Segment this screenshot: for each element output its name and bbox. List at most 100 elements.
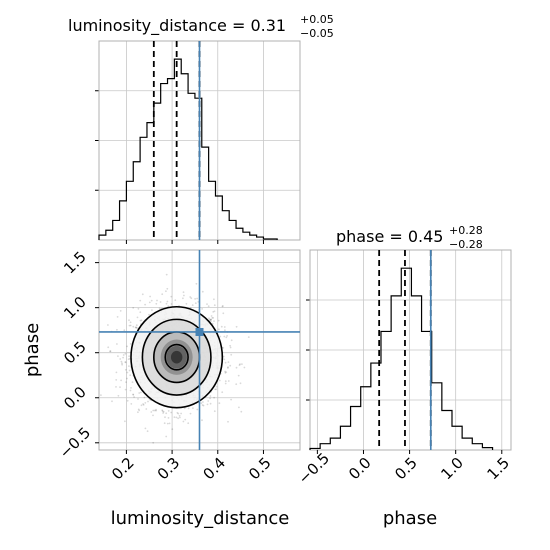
joint-scatter-point [165,302,168,305]
joint-scatter-point [107,324,109,326]
phase-title: phase = 0.45 [336,227,443,246]
joint-scatter-point [109,350,111,353]
joint-scatter-point [148,301,151,304]
joint-scatter-point [129,343,132,345]
joint-scatter-point [190,297,193,300]
joint-scatter-point [210,319,213,321]
joint-scatter-point [107,346,110,349]
joint-scatter-point [137,411,139,414]
joint-scatter-point [126,377,128,380]
joint-scatter-point [132,393,135,396]
joint-scatter-point [202,401,204,403]
joint-scatter-point [243,366,246,369]
joint-scatter-point [227,367,229,369]
joint-scatter-point [215,388,218,391]
joint-scatter-point [201,308,204,310]
joint-scatter-point [124,368,127,371]
joint-scatter-point [109,350,112,353]
joint-scatter-point [211,322,214,325]
joint-scatter-point [146,430,149,433]
joint-scatter-point [218,402,221,405]
joint-scatter-point [123,329,126,332]
joint-scatter-point [115,379,118,381]
joint-scatter-point [187,422,190,425]
joint-scatter-point [207,305,210,308]
joint-scatter-point [226,335,229,337]
joint-scatter-point [132,394,135,396]
joint-scatter-point [182,291,185,294]
joint-scatter-point [224,382,227,385]
joint-scatter-point [155,409,157,412]
joint-contour-2 [141,318,212,396]
joint-scatter-point [189,412,192,415]
joint-scatter-point [221,391,224,394]
joint-scatter-point [162,412,165,414]
joint-scatter-point [173,416,176,419]
joint-scatter-point [122,356,124,359]
joint-scatter-point [223,335,226,338]
joint-scatter-point [129,321,132,324]
joint-scatter-point [238,364,241,366]
joint-scatter-point [165,290,167,293]
joint-scatter-point [152,414,154,417]
joint-scatter-point [128,324,131,327]
joint-scatter-point [162,410,165,413]
joint-scatter-point [177,417,180,420]
joint-scatter-point [116,343,118,345]
joint-scatter-point [209,395,212,397]
joint-scatter-point [213,396,216,399]
joint-scatter-point [202,404,205,407]
joint-scatter-point [144,402,147,404]
joint-scatter-point [120,379,122,382]
joint-scatter-point [241,363,243,365]
joint-scatter-point [212,317,215,319]
joint-scatter-point [165,435,168,438]
joint-ytick-label-1: 0.0 [60,383,90,413]
phase-hist-histogram-step [309,267,494,450]
joint-scatter-point [137,408,140,411]
joint-scatter-point [176,411,179,414]
joint-scatter-point [152,441,155,444]
joint-scatter-point [119,358,122,360]
joint-scatter-point [132,325,135,328]
joint-scatter-point [213,320,215,322]
joint-scatter-point [155,408,157,411]
joint-scatter-point [140,319,143,322]
joint-scatter-point [167,417,170,419]
joint-scatter-point [178,414,181,417]
joint-scatter-point [127,358,130,361]
joint-scatter-point [126,399,129,402]
joint-scatter-point [153,409,156,412]
joint-scatter-point [235,325,238,328]
joint-scatter-point [122,354,125,356]
joint-scatter-point [155,302,158,305]
joint-scatter-point [147,400,149,403]
joint-scatter-point [163,422,166,425]
joint-scatter-point [224,380,227,383]
joint-scatter-point [247,336,250,338]
joint-scatter-point [222,312,225,315]
joint-scatter-point [191,304,194,306]
joint-scatter-point [166,287,169,290]
joint-scatter-point [138,392,141,394]
joint-scatter-point [195,282,198,285]
joint-scatter-point [138,409,141,412]
joint-scatter-point [150,299,153,302]
joint-scatter-point [210,315,213,317]
joint-scatter-point [161,410,164,412]
joint-scatter-point [121,362,123,365]
joint-scatter-point [209,397,212,400]
joint-scatter-point [135,327,138,329]
joint-scatter-point [124,361,127,364]
joint-scatter-point [115,386,117,388]
joint-scatter-point [207,400,210,402]
phase-hist-xtick-label-0: −0.5 [295,449,333,487]
joint-scatter-point [126,345,128,348]
phase-hist-xtick-label-2: 0.5 [391,454,421,484]
joint-contour-3 [130,305,224,409]
joint-scatter-point [143,396,146,399]
joint-scatter-point [213,310,216,313]
joint-scatter-point [136,316,139,319]
joint-scatter-point [117,394,120,397]
